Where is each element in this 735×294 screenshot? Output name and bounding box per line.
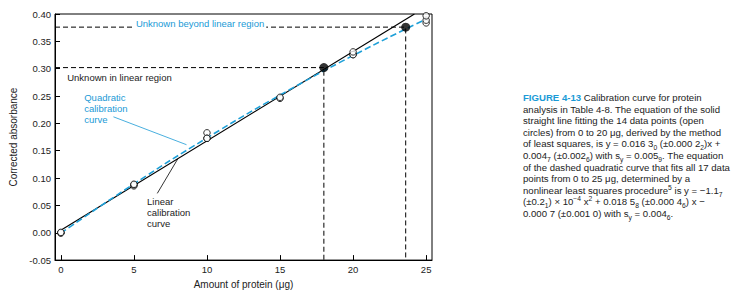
html-text:FIGURE 4-13 Calibration curve: FIGURE 4-13 Calibration curve for protei… [523, 92, 721, 150]
svg-text:5: 5 [131, 264, 136, 275]
svg-text:0.40: 0.40 [33, 9, 52, 20]
html-text:(±0.2: (±0.2 [523, 196, 545, 208]
svg-text:0.10: 0.10 [33, 173, 52, 184]
svg-text:0.15: 0.15 [33, 145, 52, 156]
svg-text:Quadratic: Quadratic [84, 92, 125, 103]
svg-text:0.20: 0.20 [33, 118, 52, 129]
html-text:2)x + 0.004: 2)x + 0.004 [523, 138, 721, 161]
html-text:6) x − 0.000 7 (±0.001 0) with: 6) x − 0.000 7 (±0.001 0) with sy= 0.004 [523, 196, 705, 221]
svg-text:0.05: 0.05 [33, 200, 52, 211]
svg-text:-0.05: -0.05 [29, 255, 51, 266]
svg-text:curve: curve [147, 218, 170, 229]
svg-text:calibration: calibration [84, 103, 127, 114]
svg-text:0.35: 0.35 [33, 36, 52, 47]
html-text:1) × 10−4x2+ 0.018 5: 1) × 10−4x2+ 0.018 5 [544, 195, 636, 210]
svg-text:25: 25 [421, 264, 432, 275]
svg-text:10: 10 [202, 264, 213, 275]
svg-text:Corrected absorbance: Corrected absorbance [8, 87, 19, 186]
svg-text:calibration: calibration [147, 207, 190, 218]
svg-text:Linear: Linear [147, 196, 173, 207]
svg-text:Amount of protein (μg): Amount of protein (μg) [194, 279, 294, 290]
html-text:6.: 6. [666, 207, 674, 221]
svg-text:Unknown beyond linear region: Unknown beyond linear region [136, 18, 264, 29]
html-text:0(±0.000 2: 0(±0.000 2 [653, 138, 701, 152]
svg-text:0.25: 0.25 [33, 91, 52, 102]
svg-text:Unknown in linear region: Unknown in linear region [67, 72, 172, 83]
svg-text:20: 20 [348, 264, 359, 275]
html-text:8(±0.000 4: 8(±0.000 4 [635, 196, 683, 210]
svg-text:15: 15 [275, 264, 286, 275]
svg-text:0.00: 0.00 [33, 227, 52, 238]
html-text:7: 7 [718, 190, 723, 198]
svg-text:0: 0 [58, 264, 63, 275]
svg-text:0.30: 0.30 [33, 63, 52, 74]
html-text:6) with sy= 0.005: 6) with sy= 0.005 [585, 150, 659, 163]
html-text:7(±0.002: 7(±0.002 [547, 150, 586, 163]
html-text:9. The equation of the dashed: 9. The equation of the dashed quadratic … [523, 150, 730, 196]
svg-text:curve: curve [84, 114, 107, 125]
